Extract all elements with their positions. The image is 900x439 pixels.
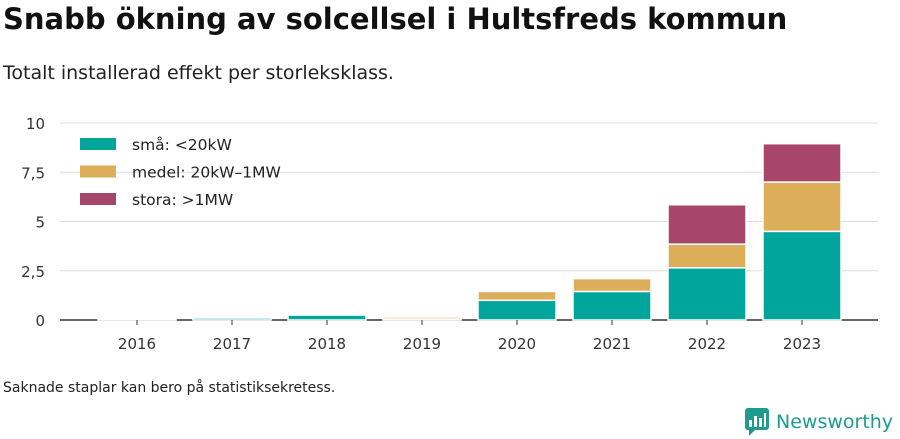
legend: små: <20kW medel: 20kW–1MW stora: >1MW	[80, 136, 281, 209]
x-tick-label: 2016	[118, 335, 156, 353]
bar-segment	[382, 316, 462, 320]
y-tick-label: 0	[35, 312, 45, 330]
legend-label: medel: 20kW–1MW	[132, 164, 281, 182]
bar-segment	[287, 314, 367, 321]
chart-title: Snabb ökning av solcellsel i Hultsfreds …	[3, 2, 788, 36]
legend-swatch	[80, 138, 116, 150]
chart-subtitle: Totalt installerad effekt per storlekskl…	[3, 62, 394, 84]
x-tick-label: 2022	[688, 335, 726, 353]
legend-label: stora: >1MW	[132, 191, 233, 209]
bar-segment	[667, 243, 747, 269]
x-tick-label: 2017	[213, 335, 251, 353]
bars	[97, 142, 842, 321]
x-tick-label: 2021	[593, 335, 631, 353]
legend-swatch	[80, 193, 116, 205]
bar-segment	[667, 267, 747, 321]
stacked-bar-chart: 02,557,510 2016 2017 2018 2019 2020 2021 2022 2…	[21, 115, 878, 353]
x-tick-labels: 2016 2017 2018 2019 2020 2021 2022 2023	[118, 320, 821, 353]
bar-segment	[762, 230, 842, 321]
bar-segment	[762, 142, 842, 183]
bar-segment	[667, 204, 747, 245]
x-tick-label: 2020	[498, 335, 536, 353]
x-tick-label: 2018	[308, 335, 346, 353]
brand[interactable]: Newsworthy	[744, 407, 893, 437]
y-tick-label: 5	[35, 214, 45, 232]
bar-segment	[477, 299, 557, 321]
bar-segment	[572, 277, 652, 293]
legend-label: små: <20kW	[132, 136, 232, 154]
bar-segment	[572, 290, 652, 321]
bar-segment	[477, 290, 557, 302]
legend-swatch	[80, 165, 116, 178]
y-tick-label: 10	[26, 115, 45, 133]
bar-segment	[192, 317, 272, 321]
x-tick-label: 2019	[403, 335, 441, 353]
brand-name: Newsworthy	[776, 411, 894, 433]
y-tick-labels: 0 2,5 5 7,5 10	[21, 115, 45, 330]
bar-segment	[762, 181, 842, 233]
y-tick-label: 7,5	[21, 164, 45, 182]
x-tick-label: 2023	[783, 335, 821, 353]
newsworthy-logo-icon	[745, 408, 769, 436]
footnote: Saknade staplar kan bero på statistiksek…	[3, 380, 336, 396]
y-tick-label: 2,5	[21, 263, 45, 281]
